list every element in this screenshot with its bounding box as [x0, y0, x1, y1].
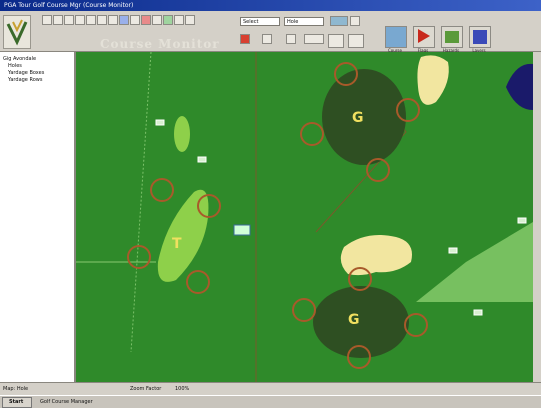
sprinkler-head — [197, 156, 207, 163]
course-map[interactable]: G G T — [76, 52, 533, 382]
flag-tool-icon[interactable] — [141, 15, 151, 25]
arrow-icon[interactable] — [286, 34, 296, 44]
ruler-icon[interactable] — [304, 34, 324, 44]
tree-marker — [404, 313, 428, 337]
window-titlebar: PGA Tour Golf Course Mgr (Course Monitor… — [0, 0, 541, 11]
tree-item-holes[interactable]: Holes — [8, 63, 22, 69]
app-logo — [3, 15, 31, 49]
save-icon[interactable] — [53, 15, 63, 25]
course-monitor-wordmark: Course Monitor — [100, 37, 220, 51]
start-button[interactable]: Start — [2, 397, 32, 408]
hazards-button[interactable] — [441, 26, 463, 48]
course-button[interactable] — [385, 26, 407, 48]
print-icon[interactable] — [174, 15, 184, 25]
circle-tool-icon[interactable] — [108, 15, 118, 25]
flags-button[interactable] — [413, 26, 435, 48]
status-left: Map: Hole — [3, 386, 29, 392]
tee-box — [157, 189, 209, 282]
photo-icon[interactable] — [328, 34, 344, 48]
main-toolbar: Course Monitor Select Hole Course Flags … — [0, 11, 541, 53]
water-hazard — [506, 63, 533, 110]
window-title: PGA Tour Golf Course Mgr (Course Monitor… — [4, 2, 134, 9]
tree-marker — [150, 178, 174, 202]
edit-icon[interactable] — [152, 15, 162, 25]
sprinkler-icon[interactable] — [262, 34, 272, 44]
help-icon[interactable] — [185, 15, 195, 25]
green-label-1: G — [352, 110, 364, 126]
globe-icon[interactable] — [119, 15, 129, 25]
refresh-icon[interactable] — [350, 16, 360, 26]
tree-marker — [197, 194, 221, 218]
bunker-2 — [340, 234, 412, 276]
cart-marker — [233, 224, 251, 236]
layer-tree-panel: Gig Avondale Holes Yardage Boxes Yardage… — [0, 52, 76, 382]
tree-item-root[interactable]: Gig Avondale — [3, 56, 37, 62]
select-icon[interactable] — [97, 15, 107, 25]
green-label-2: G — [348, 312, 360, 328]
tree-marker — [366, 158, 390, 182]
tee-1 — [174, 116, 190, 152]
select-combo[interactable]: Select — [240, 17, 280, 26]
zoom-in-icon[interactable] — [64, 15, 74, 25]
start-label: Start — [9, 399, 24, 405]
taskbar-task[interactable]: Golf Course Manager — [40, 399, 93, 405]
pan-icon[interactable] — [86, 15, 96, 25]
tree-marker — [186, 270, 210, 294]
tree-marker — [347, 345, 371, 369]
status-right: 100% — [175, 386, 190, 392]
sprinkler-head — [155, 119, 165, 126]
layers-label: Layers — [472, 48, 486, 53]
status-bar: Map: Hole Zoom Factor 100% — [0, 382, 541, 396]
tree-marker — [334, 62, 358, 86]
measure-icon[interactable] — [130, 15, 140, 25]
tree-item-yardage-rows[interactable]: Yardage Rows — [8, 77, 43, 83]
zoom-out-icon[interactable] — [75, 15, 85, 25]
course-label: Course — [388, 48, 402, 53]
sprinkler-head — [473, 309, 483, 316]
layers-button[interactable] — [469, 26, 491, 48]
course-map-canvas — [76, 52, 533, 382]
fairway-area — [76, 52, 533, 382]
tree-marker — [127, 245, 151, 269]
status-mid: Zoom Factor — [130, 386, 162, 392]
red-flag-icon[interactable] — [240, 34, 250, 44]
light-rough — [416, 222, 533, 302]
view-icon[interactable] — [330, 16, 348, 26]
sprinkler-head — [448, 247, 458, 254]
vertical-scrollbar[interactable] — [533, 52, 541, 382]
tee-label: T — [172, 236, 182, 252]
camera-icon[interactable] — [348, 34, 364, 48]
green-1 — [322, 69, 406, 165]
green-2 — [313, 286, 409, 358]
open-icon[interactable] — [42, 15, 52, 25]
sprinkler-head — [517, 217, 527, 224]
tree-marker — [396, 98, 420, 122]
hole-combo[interactable]: Hole — [284, 17, 324, 26]
tree-marker — [292, 298, 316, 322]
flags-label: Flags — [417, 48, 429, 53]
tree-item-yardage-boxes[interactable]: Yardage Boxes — [8, 70, 45, 76]
bunker-1 — [417, 55, 449, 105]
tree-marker — [348, 267, 372, 291]
tree-marker — [300, 122, 324, 146]
layer-icon[interactable] — [163, 15, 173, 25]
taskbar: Start Golf Course Manager — [0, 395, 541, 408]
hazards-label: Hazards — [442, 48, 460, 53]
